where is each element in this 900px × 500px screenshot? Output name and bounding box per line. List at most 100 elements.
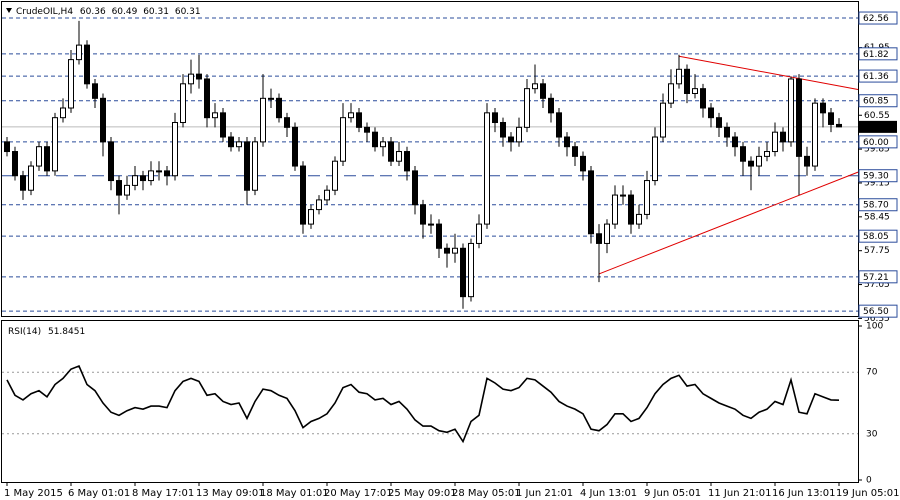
candle-body — [220, 112, 226, 138]
current-price-label: 60.31 — [863, 123, 889, 133]
candle-body — [724, 126, 730, 138]
x-tick-label: 18 May 01:01 — [260, 488, 329, 499]
price-level-box — [858, 304, 898, 318]
price-level-label: 59.30 — [863, 172, 889, 182]
candle-body — [692, 88, 698, 94]
candle-body — [252, 141, 258, 191]
candle-body — [836, 123, 842, 128]
x-tick-label: 11 Jun 21:01 — [708, 488, 772, 499]
rsi-tick-label: 0 — [866, 476, 872, 486]
y-tick-label: 60.55 — [864, 111, 890, 121]
price-panel-frame — [1, 1, 859, 317]
candle-body — [796, 78, 802, 157]
candle-body — [228, 136, 234, 148]
candle-body — [188, 73, 194, 85]
price-level-label: 61.82 — [863, 50, 889, 60]
candle-body — [756, 155, 762, 167]
candle-body — [12, 151, 18, 177]
candle-body — [156, 170, 162, 173]
candle-body — [772, 131, 778, 153]
candle-body — [284, 117, 290, 128]
candle-body — [324, 189, 330, 201]
candle-body — [404, 151, 410, 172]
chart-title: CrudeOIL,H4 — [16, 7, 73, 17]
candle-body — [372, 131, 378, 148]
candle-body — [652, 136, 658, 182]
candle-body — [548, 97, 554, 114]
y-tick-label: 59.15 — [864, 178, 890, 188]
x-tick-label: 19 Jun 05:01 — [836, 488, 900, 499]
x-tick-label: 20 May 17:01 — [324, 488, 393, 499]
price-level-label: 60.85 — [863, 97, 889, 107]
candle-body — [764, 151, 770, 157]
candle-body — [612, 194, 618, 225]
candle-body — [20, 175, 26, 191]
price-level-label: 61.36 — [863, 72, 889, 82]
candle-body — [204, 78, 210, 119]
candle-body — [380, 141, 386, 148]
candle-body — [132, 175, 138, 186]
candle-body — [4, 141, 10, 153]
candle-body — [420, 204, 426, 225]
candle-body — [92, 83, 98, 99]
candle-body — [716, 117, 722, 128]
candle-body — [460, 247, 466, 298]
x-tick-label: 8 May 17:01 — [132, 488, 194, 499]
x-tick-label: 4 Jun 13:01 — [580, 488, 637, 499]
candle-body — [668, 83, 674, 104]
candle-body — [172, 122, 178, 177]
candle-body — [532, 83, 538, 90]
candle-body — [308, 209, 314, 225]
candle-body — [116, 180, 122, 196]
candle-body — [828, 112, 834, 125]
candle-body — [100, 97, 106, 143]
candle-body — [260, 97, 266, 143]
candle-body — [292, 126, 298, 167]
candle-body — [580, 155, 586, 172]
candle-body — [444, 247, 450, 254]
y-tick-label: 56.35 — [864, 314, 890, 324]
candle-body — [788, 78, 794, 143]
rsi-name: RSI(14) — [8, 327, 41, 337]
x-tick-label: 6 May 01:01 — [68, 488, 130, 499]
candle-body — [124, 184, 130, 196]
candle-body — [644, 180, 650, 215]
candle-body — [572, 146, 578, 157]
menu-arrow — [6, 8, 12, 13]
candle-body — [804, 155, 810, 167]
x-tick-label: 13 May 09:01 — [196, 488, 265, 499]
candle-body — [684, 68, 690, 94]
candle-body — [36, 146, 42, 167]
last-high: 60.49 — [112, 7, 138, 17]
candle-body — [436, 223, 442, 249]
candle-body — [676, 68, 682, 85]
candle-body — [60, 107, 66, 119]
candle-body — [740, 146, 746, 162]
candle-body — [52, 117, 58, 172]
last-low: 60.31 — [143, 7, 169, 17]
price-level-box — [858, 11, 898, 25]
price-level-label: 56.50 — [863, 307, 889, 317]
candle-body — [412, 170, 418, 206]
price-level-box — [858, 169, 898, 183]
trend-line — [598, 171, 859, 275]
rsi-tick-label: 30 — [866, 429, 878, 439]
candle-body — [524, 88, 530, 128]
candle-body — [588, 170, 594, 235]
last-close: 60.31 — [175, 7, 201, 17]
candle-body — [196, 73, 202, 80]
candle-body — [620, 194, 626, 197]
candle-body — [468, 242, 474, 298]
chart-header: CrudeOIL,H4 60.36 60.49 60.31 60.31 — [16, 7, 201, 17]
current-price-box — [859, 120, 897, 133]
candle-body — [356, 112, 362, 128]
candle-body — [332, 160, 338, 191]
candle-body — [268, 97, 274, 100]
candle-body — [484, 112, 490, 225]
x-tick-label: 9 Jun 05:01 — [644, 488, 701, 499]
candle-body — [316, 199, 322, 211]
candle-body — [660, 102, 666, 138]
candle-body — [276, 97, 282, 119]
rsi-header: RSI(14) 51.8451 — [8, 327, 85, 337]
candle-body — [68, 59, 74, 109]
